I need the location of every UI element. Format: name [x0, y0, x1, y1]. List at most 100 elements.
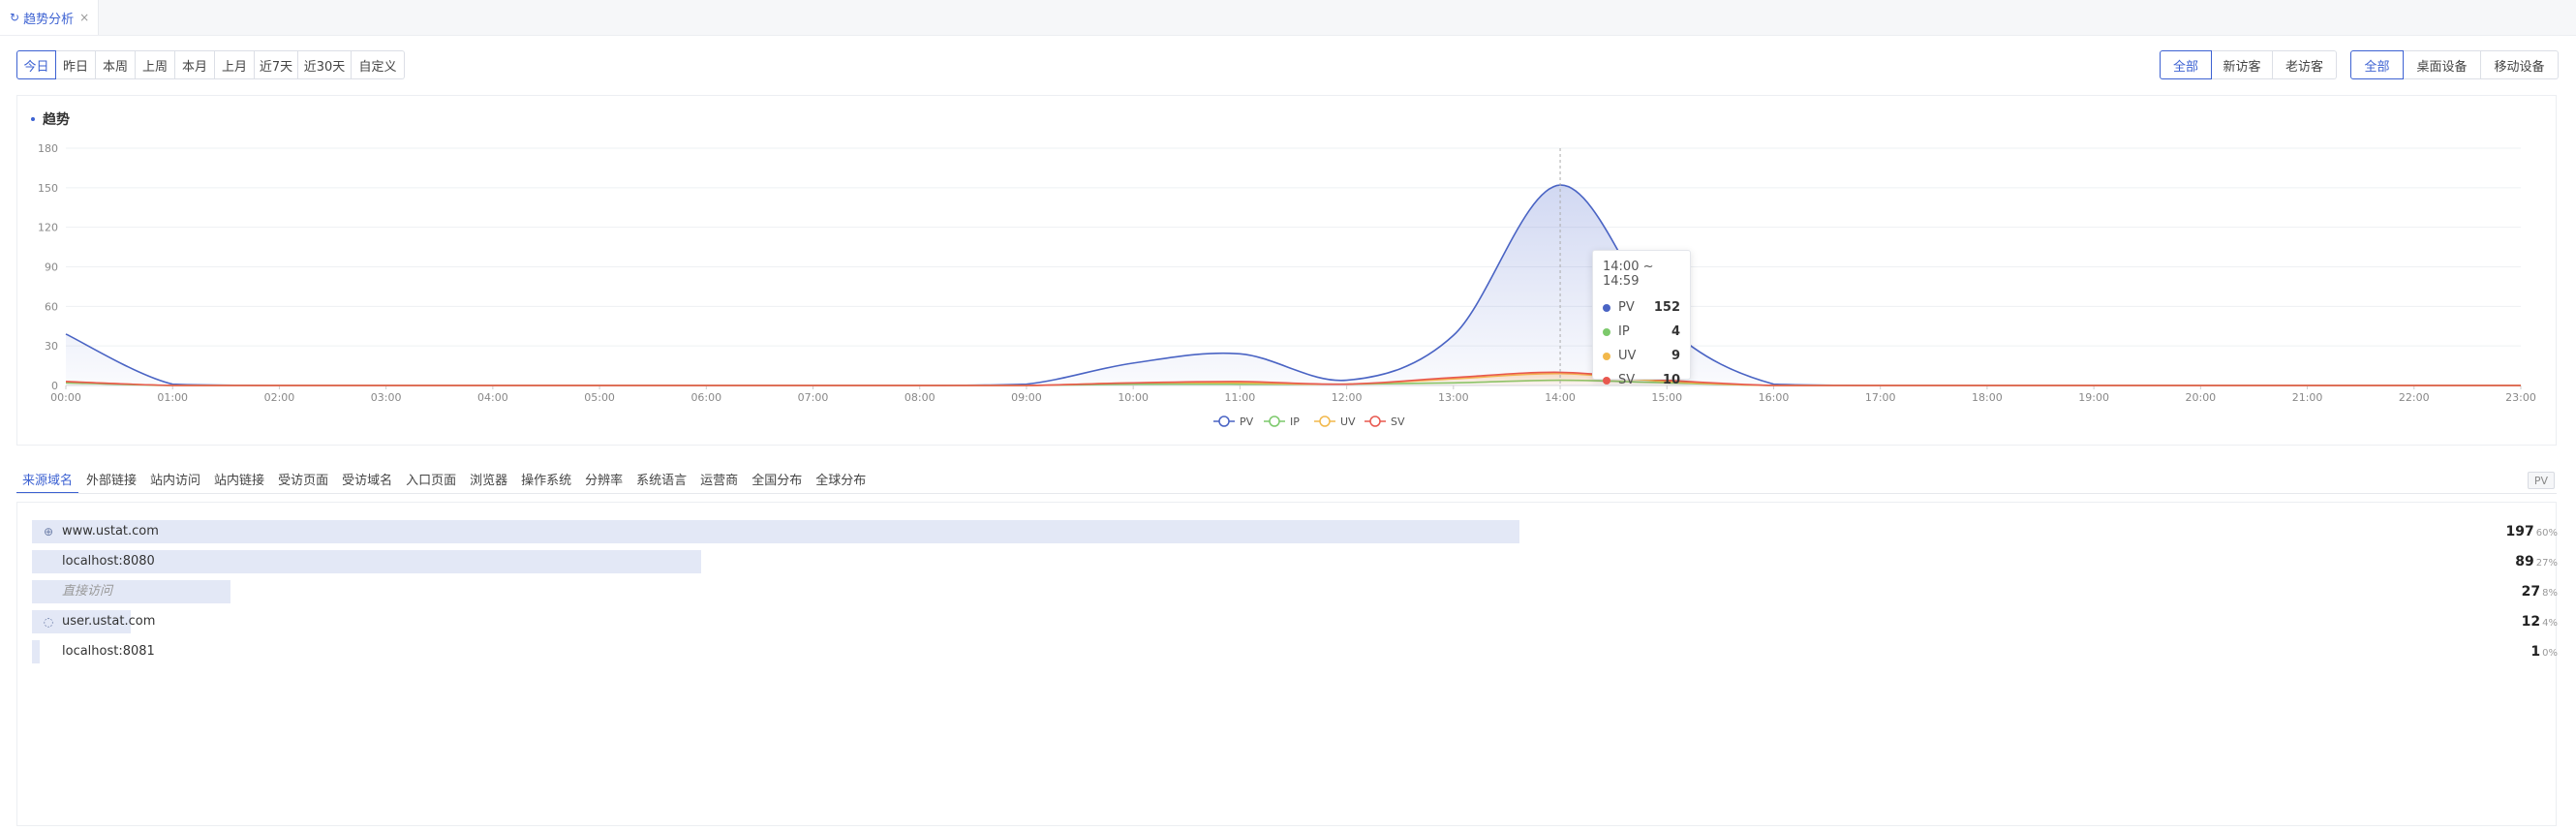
x-tick-label: 03:00: [371, 391, 402, 404]
trend-chart[interactable]: 0 30 60 90 120 150 180 00:00 01:00 02:00 03:00 04:0…: [17, 96, 2556, 445]
device-button-2[interactable]: 移动设备: [2481, 50, 2559, 79]
x-tick-label: 19:00: [2078, 391, 2109, 404]
date-range-button-7[interactable]: 近30天: [298, 50, 352, 79]
visitor-button-0[interactable]: 全部: [2160, 50, 2212, 79]
category-tab-11[interactable]: 运营商: [700, 473, 739, 488]
source-percent: 8%: [2542, 588, 2558, 599]
category-tab-5[interactable]: 受访域名: [342, 473, 393, 488]
category-tab-3[interactable]: 站内链接: [214, 473, 265, 488]
series-swatch: [1603, 376, 1610, 385]
legend-marker: [1269, 416, 1280, 427]
source-value: 197 60%: [2505, 524, 2558, 539]
list-item[interactable]: 直接访问 27 8%: [32, 580, 2558, 603]
source-list: ⊕ www.ustat.com 197 60% localhost:8080 89 27% 直…: [16, 502, 2558, 826]
source-label: localhost:8080: [62, 554, 155, 569]
tooltip-row-pv: PV 152: [1603, 295, 1680, 320]
category-tab-7[interactable]: 浏览器: [470, 473, 508, 488]
x-tick-label: 17:00: [1865, 391, 1896, 404]
category-tab-12[interactable]: 全国分布: [751, 473, 803, 488]
x-tick-label: 07:00: [798, 391, 829, 404]
source-value: 89 27%: [2515, 554, 2558, 569]
legend-marker: [1319, 416, 1331, 427]
share-bar: [32, 640, 40, 663]
x-tick-label: 13:00: [1438, 391, 1469, 404]
category-tab-10[interactable]: 系统语言: [636, 473, 688, 488]
category-tab-0[interactable]: 来源域名: [16, 465, 79, 494]
source-value: 1 0%: [2530, 644, 2558, 660]
tooltip-title: 14:00 ~ 14:59: [1603, 260, 1654, 289]
category-tab-4[interactable]: 受访页面: [278, 473, 329, 488]
globe-outline-icon: ◌: [43, 615, 54, 629]
device-filter-group: 全部 桌面设备 移动设备: [2350, 50, 2559, 79]
date-range-button-1[interactable]: 昨日: [56, 50, 96, 79]
device-button-1[interactable]: 桌面设备: [2404, 50, 2481, 79]
category-tab-2[interactable]: 站内访问: [150, 473, 201, 488]
series-swatch: [1603, 303, 1610, 312]
category-tab-6[interactable]: 入口页面: [406, 473, 457, 488]
source-value: 12 4%: [2521, 614, 2558, 630]
share-bar: [32, 550, 702, 573]
date-range-button-8[interactable]: 自定义: [352, 50, 405, 79]
device-button-0[interactable]: 全部: [2350, 50, 2404, 79]
refresh-icon[interactable]: ↻: [10, 11, 20, 24]
tab-label: 趋势分析: [23, 12, 75, 27]
tooltip-series-value: 9: [1671, 349, 1680, 363]
x-tick-label: 14:00: [1545, 391, 1576, 404]
list-item[interactable]: localhost:8080 89 27%: [32, 550, 2558, 573]
series-swatch: [1603, 327, 1610, 336]
y-tick-label: 60: [45, 300, 58, 313]
x-tick-label: 02:00: [264, 391, 295, 404]
x-tick-label: 04:00: [477, 391, 508, 404]
source-value: 27 8%: [2521, 584, 2558, 600]
list-item[interactable]: localhost:8081 1 0%: [32, 640, 2558, 663]
pv-area: [66, 185, 2521, 385]
date-range-button-4[interactable]: 本月: [175, 50, 215, 79]
source-label: 直接访问: [62, 584, 113, 599]
date-range-button-6[interactable]: 近7天: [255, 50, 298, 79]
visitor-button-2[interactable]: 老访客: [2273, 50, 2337, 79]
date-range-button-5[interactable]: 上月: [215, 50, 255, 79]
y-tick-label: 180: [38, 142, 58, 155]
x-tick-label: 00:00: [50, 391, 81, 404]
legend-label: SV: [1391, 416, 1405, 428]
y-tick-label: 0: [51, 380, 58, 392]
x-tick-label: 05:00: [584, 391, 615, 404]
date-range-button-3[interactable]: 上周: [136, 50, 175, 79]
date-range-button-2[interactable]: 本周: [96, 50, 136, 79]
close-icon[interactable]: ×: [79, 11, 90, 24]
x-tick-label: 16:00: [1759, 391, 1790, 404]
source-percent: 0%: [2542, 648, 2558, 659]
category-tab-13[interactable]: 全球分布: [815, 473, 867, 488]
chart-title-text: 趋势: [43, 112, 70, 128]
source-label: localhost:8081: [62, 644, 155, 659]
legend-label: PV: [1240, 416, 1254, 428]
tooltip-series-name: SV: [1618, 373, 1636, 387]
chart-title: 趋势: [31, 109, 70, 129]
metric-badge[interactable]: PV: [2528, 472, 2555, 489]
x-tick-label: 06:00: [690, 391, 721, 404]
share-bar: [32, 580, 230, 603]
y-tick-label: 150: [38, 182, 58, 195]
y-tick-label: 120: [38, 222, 58, 234]
y-tick-label: 30: [45, 340, 58, 353]
list-item[interactable]: ◌ user.ustat.com 12 4%: [32, 610, 2558, 633]
category-divider: [16, 493, 2557, 494]
tooltip-series-value: 10: [1662, 373, 1680, 387]
category-tab-8[interactable]: 操作系统: [521, 473, 572, 488]
tooltip-row-ip: IP 4: [1603, 320, 1680, 344]
visitor-button-1[interactable]: 新访客: [2212, 50, 2273, 79]
category-tab-1[interactable]: 外部链接: [86, 473, 138, 488]
x-tick-label: 11:00: [1225, 391, 1256, 404]
share-bar: [32, 520, 1519, 543]
category-tab-9[interactable]: 分辨率: [585, 473, 624, 488]
y-tick-label: 90: [45, 262, 58, 274]
legend-marker: [1369, 416, 1381, 427]
date-range-button-0[interactable]: 今日: [16, 50, 56, 79]
title-marker: [31, 117, 35, 121]
tab-trend-analysis[interactable]: ↻ 趋势分析 ×: [0, 0, 99, 35]
x-tick-label: 01:00: [157, 391, 188, 404]
legend-label: UV: [1340, 416, 1356, 428]
list-item[interactable]: ⊕ www.ustat.com 197 60%: [32, 520, 2558, 543]
chart-tooltip: 14:00 ~ 14:59 PV 152 IP 4 UV 9 SV 10: [1592, 250, 1691, 387]
legend-label: IP: [1290, 416, 1300, 428]
